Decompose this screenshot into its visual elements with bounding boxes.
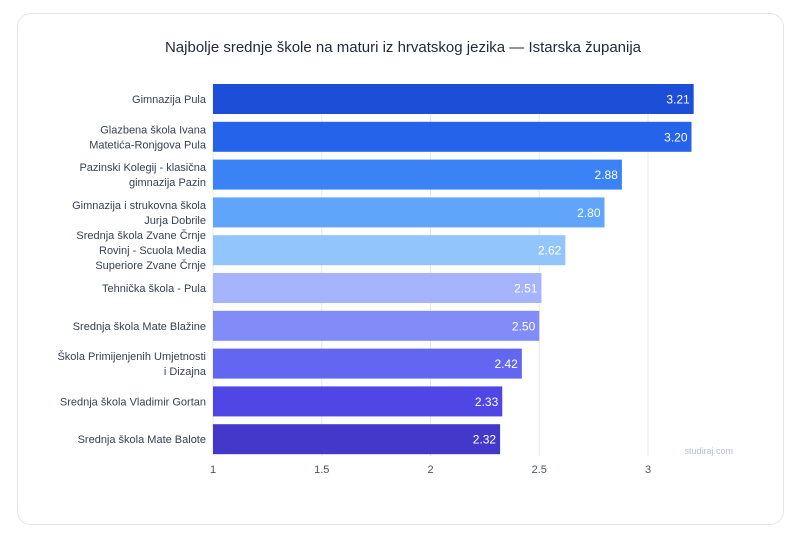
y-category-label: Tehnička škola - Pula (102, 283, 207, 295)
bar-value-label: 2.33 (475, 395, 499, 409)
x-tick-label: 1.5 (314, 464, 329, 476)
bar-value-label: 2.80 (577, 206, 601, 220)
x-tick-label: 2.5 (532, 464, 547, 476)
y-category-label: Gimnazija Pula (132, 94, 207, 106)
chart-title: Najbolje srednje škole na maturi iz hrva… (164, 39, 642, 56)
bar[interactable] (213, 159, 622, 190)
bar[interactable] (213, 310, 540, 341)
x-tick-label: 1 (210, 464, 216, 476)
x-tick-label: 2 (427, 464, 433, 476)
bar-value-label: 2.88 (595, 168, 619, 182)
bar-value-label: 3.20 (664, 130, 688, 144)
watermark-text: studiraj.com (684, 446, 733, 456)
bar[interactable] (213, 273, 542, 303)
bar-value-label: 2.42 (494, 357, 518, 371)
bar[interactable] (213, 197, 605, 228)
y-category-label: Glazbena škola Ivana Matetića-Ronjgova Pu… (89, 124, 207, 151)
bar[interactable] (213, 424, 501, 455)
bar[interactable] (213, 84, 694, 114)
y-category-label: Pazinski Kolegij - klasična gimnazija Paz… (79, 162, 206, 189)
bar-value-label: 2.51 (514, 282, 538, 296)
y-category-label: Srednja škola Mate Balote (78, 434, 206, 446)
bar-value-label: 2.50 (512, 319, 536, 333)
bar[interactable] (213, 235, 566, 266)
x-tick-label: 3 (645, 464, 651, 476)
bar[interactable] (213, 386, 503, 417)
y-category-label: Škola Primijenjenih Umjetnosti i Dizajna (57, 350, 206, 378)
y-category-label: Srednja škola Mate Blažine (73, 321, 206, 333)
y-category-label: Srednja škola Zvane Črnje Rovinj - Scuola… (76, 229, 206, 272)
bar[interactable] (213, 121, 692, 152)
y-category-label: Gimnazija i strukovna škola Jurja Dobrile (72, 200, 207, 227)
bar[interactable] (213, 348, 522, 379)
y-category-label: Srednja škola Vladimir Gortan (60, 396, 206, 408)
bar-value-label: 3.21 (666, 93, 690, 107)
bar-value-label: 2.32 (473, 433, 497, 447)
bar-value-label: 2.62 (538, 244, 562, 258)
